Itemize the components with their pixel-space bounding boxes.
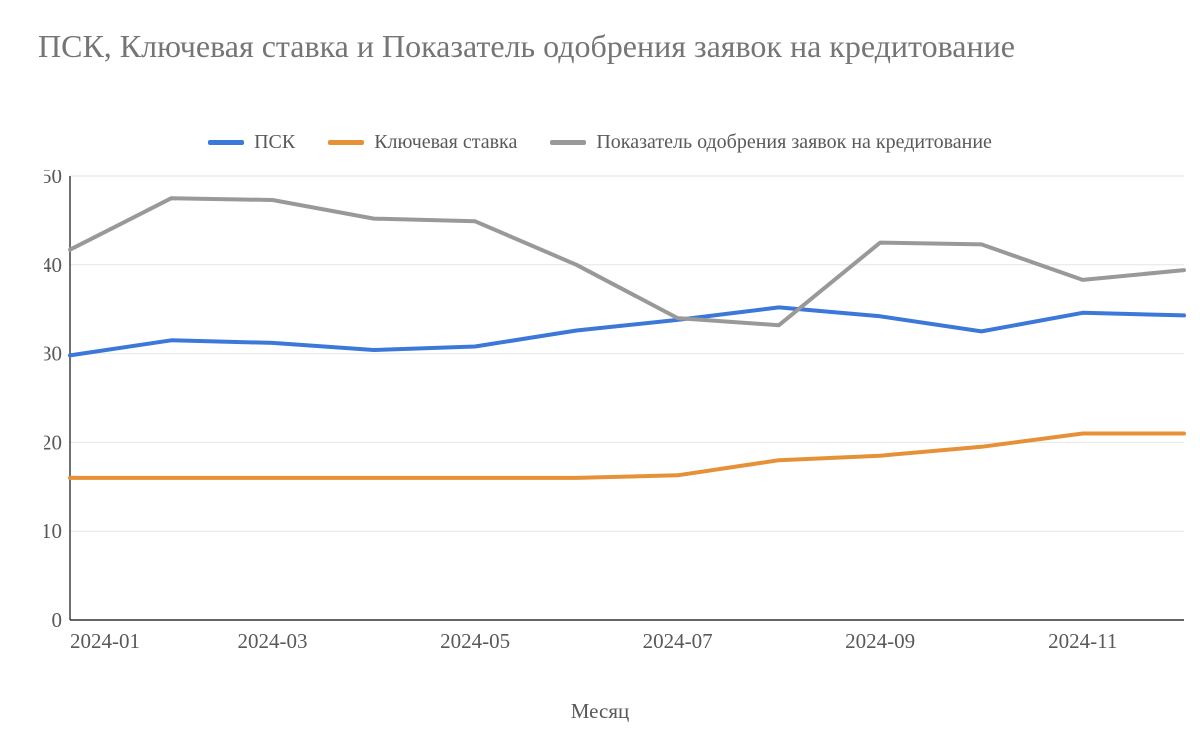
- line-chart: ПСК, Ключевая ставка и Показатель одобре…: [0, 0, 1200, 742]
- svg-text:50: 50: [44, 170, 62, 188]
- svg-text:0: 0: [52, 608, 63, 632]
- legend-item-approval: Показатель одобрения заявок на кредитова…: [550, 131, 992, 154]
- legend-swatch-key-rate: [328, 140, 364, 145]
- svg-text:2024-07: 2024-07: [643, 629, 713, 653]
- legend-label: ПСК: [254, 131, 295, 154]
- svg-text:2024-09: 2024-09: [845, 629, 915, 653]
- legend-item-key-rate: Ключевая ставка: [328, 131, 517, 154]
- svg-text:2024-11: 2024-11: [1048, 629, 1117, 653]
- chart-legend: ПСК Ключевая ставка Показатель одобрения…: [0, 128, 1200, 154]
- plot-svg: 010203040502024-012024-032024-052024-072…: [44, 170, 1190, 662]
- legend-swatch-psk: [208, 140, 244, 145]
- series-approval_rate: [70, 198, 1184, 325]
- axes: [70, 176, 1184, 620]
- svg-text:20: 20: [44, 430, 62, 454]
- svg-text:30: 30: [44, 342, 62, 366]
- plot-area: 010203040502024-012024-032024-052024-072…: [44, 170, 1190, 662]
- series-psk: [70, 307, 1184, 355]
- legend-swatch-approval: [550, 140, 586, 145]
- y-tick-labels: 0 10 20 30 40 50: [44, 170, 62, 632]
- svg-text:2024-05: 2024-05: [440, 629, 510, 653]
- svg-text:2024-01: 2024-01: [70, 629, 140, 653]
- legend-label: Показатель одобрения заявок на кредитова…: [596, 131, 992, 154]
- svg-text:2024-03: 2024-03: [238, 629, 308, 653]
- svg-text:40: 40: [44, 253, 62, 277]
- legend-label: Ключевая ставка: [374, 131, 517, 154]
- x-axis-title: Месяц: [0, 699, 1200, 724]
- x-tick-labels: 2024-01 2024-03 2024-05 2024-07 2024-09 2024-…: [70, 629, 1117, 653]
- svg-text:10: 10: [44, 519, 62, 543]
- series-key_rate: [70, 434, 1184, 478]
- legend-item-psk: ПСК: [208, 131, 295, 154]
- chart-title: ПСК, Ключевая ставка и Показатель одобре…: [38, 26, 1170, 66]
